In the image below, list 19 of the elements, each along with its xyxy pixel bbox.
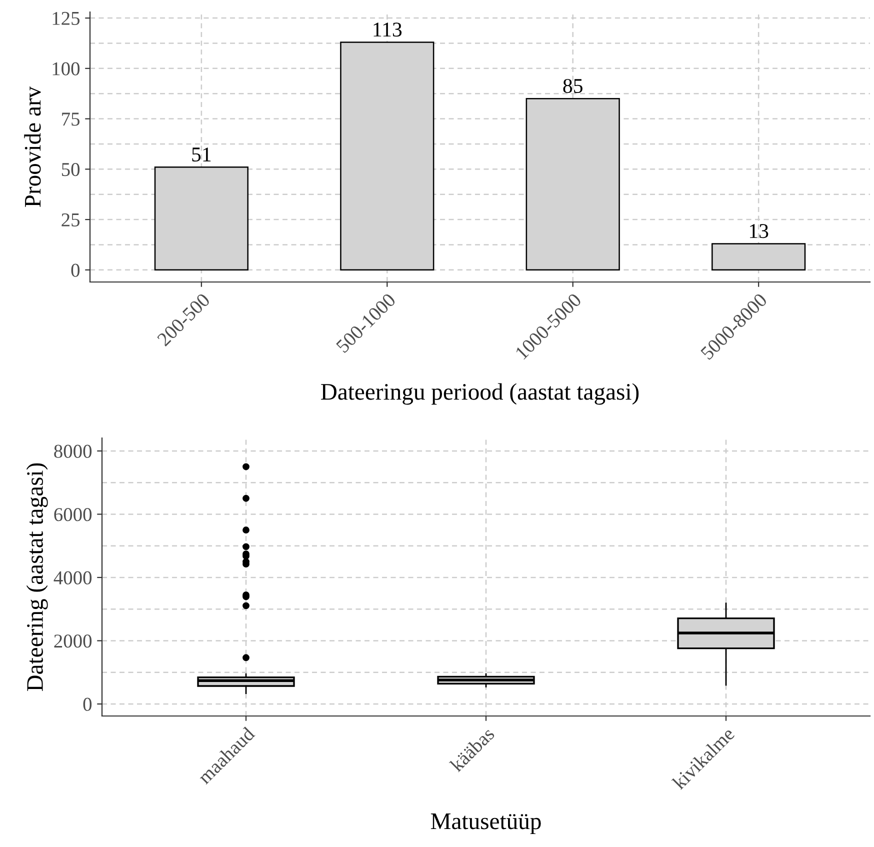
y-tick-label: 6000 [54,508,92,522]
y-axis-title: Proovide arv [24,86,41,207]
y-axis-title: Dateering (aastat tagasi) [26,463,48,692]
y-tick-label: 100 [52,62,80,76]
y-tick-label: 0 [71,264,80,277]
data-label: 113 [374,22,402,37]
x-axis-title: Matusetüüp [430,814,541,834]
data-label: 13 [750,224,768,238]
x-axis-title: Dateeringu periood (aastat tagasi) [321,383,639,405]
y-tick-label: 25 [62,213,80,226]
y-tick-label: 2000 [54,634,92,648]
y-tick-label: 4000 [54,571,92,584]
y-tick-label: 8000 [54,444,92,458]
data-label: 51 [192,148,211,162]
y-tick-label: 75 [62,112,80,126]
y-tick-label: 0 [83,698,92,711]
y-tick-label: 50 [62,162,80,176]
data-label: 85 [563,78,582,94]
y-tick-label: 125 [52,12,80,25]
